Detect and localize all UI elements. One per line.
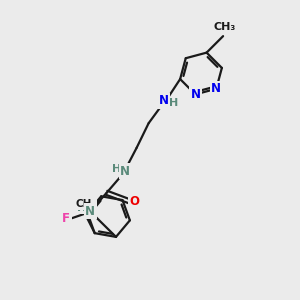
Text: F: F	[62, 212, 70, 225]
Text: CH₃: CH₃	[214, 22, 236, 32]
Text: N: N	[190, 88, 200, 101]
Text: H: H	[112, 164, 122, 174]
Text: N: N	[211, 82, 221, 95]
Text: H: H	[77, 203, 86, 213]
Text: N: N	[159, 94, 169, 107]
Text: CH₃: CH₃	[75, 199, 96, 209]
Text: N: N	[120, 165, 130, 178]
Text: O: O	[130, 195, 140, 208]
Text: H: H	[169, 98, 178, 108]
Text: N: N	[85, 205, 95, 218]
